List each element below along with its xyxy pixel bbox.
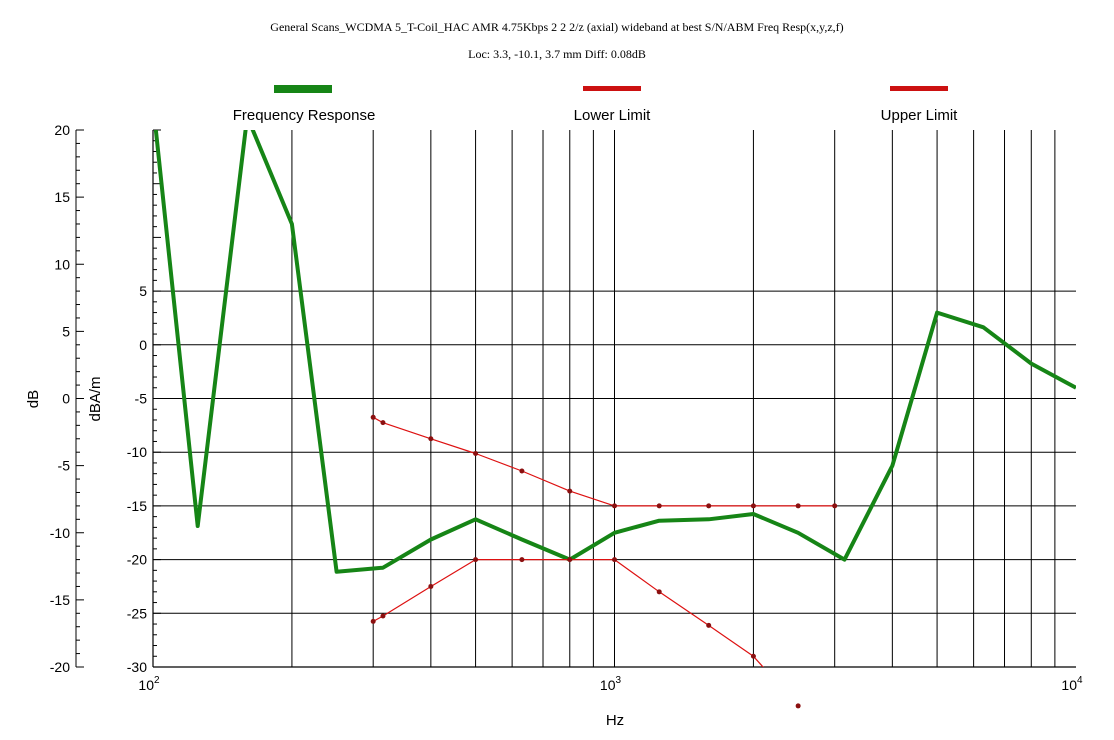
y-axis-right-title: dBA/m: [87, 376, 104, 421]
series-point: [612, 503, 617, 509]
series-point: [428, 436, 434, 442]
y-axis-left-tick-label: -20: [50, 659, 70, 675]
series-point: [612, 557, 617, 563]
x-tick-exponent: 3: [616, 675, 622, 686]
series-point: [706, 622, 712, 628]
x-tick-base: 10: [138, 677, 154, 693]
y-axis-left-tick-label: -15: [50, 592, 70, 608]
series-point: [519, 468, 525, 474]
x-tick-base: 10: [1061, 677, 1077, 693]
x-axis-tick-label: 102: [138, 675, 160, 693]
y-axis-right-tick-label: -30: [127, 659, 147, 675]
chart-subtitle: Loc: 3.3, -10.1, 3.7 mm Diff: 0.08dB: [468, 47, 646, 61]
y-axis-left-tick-label: 0: [62, 391, 70, 407]
series-line-frequency-response: [153, 130, 1076, 574]
series-point: [750, 653, 756, 659]
series-layer: [153, 130, 1076, 709]
x-tick-exponent: 2: [154, 675, 160, 686]
y-axis-left-tick-label: -5: [58, 458, 71, 474]
y-axis-right-tick-label: 5: [139, 283, 147, 299]
grid: [152, 130, 1076, 668]
series-point: [473, 451, 479, 457]
x-tick-base: 10: [600, 677, 616, 693]
series-point: [706, 503, 712, 509]
x-axis-tick-label: 104: [1061, 675, 1083, 693]
series-point: [380, 420, 386, 426]
series-line-upper-limit: [372, 416, 835, 507]
series-point: [567, 557, 573, 563]
series-point: [795, 503, 801, 509]
legend-label-upper-limit: Upper Limit: [881, 107, 959, 124]
series-point: [832, 503, 838, 509]
legend-swatch-frequency-response: [274, 85, 332, 93]
series-point: [656, 503, 662, 509]
y-axis-right-tick-label: -5: [135, 391, 148, 407]
y-axis-left-tick-label: -10: [50, 525, 70, 541]
series-point: [656, 589, 662, 595]
legend-label-lower-limit: Lower Limit: [574, 107, 652, 124]
axes: 20151050-5-10-15-2050-5-10-15-20-25-3010…: [50, 122, 1083, 693]
y-axis-right-tick-label: -20: [127, 552, 147, 568]
series-point: [567, 488, 573, 494]
series-line-lower-limit: [372, 558, 764, 667]
y-axis-left-title: dB: [25, 390, 42, 408]
y-axis-right-tick-label: -10: [127, 444, 147, 460]
y-axis-left-tick-label: 20: [54, 122, 70, 138]
x-axis-tick-label: 103: [600, 675, 622, 693]
legend-label-frequency-response: Frequency Response: [233, 107, 376, 124]
y-axis-left-tick-label: 5: [62, 323, 70, 339]
legend-swatch-lower-limit: [583, 86, 641, 91]
series-point: [519, 557, 525, 563]
y-axis-left-tick-label: 15: [54, 189, 70, 205]
y-axis-left-tick-label: 10: [54, 256, 70, 272]
y-axis-right-tick-label: 0: [139, 337, 147, 353]
chart-title: General Scans_WCDMA 5_T-Coil_HAC AMR 4.7…: [270, 20, 844, 34]
series-point: [428, 583, 434, 589]
series-point: [750, 503, 756, 509]
series-point: [473, 557, 479, 563]
y-axis-right-tick-label: -15: [127, 498, 147, 514]
legend-swatch-upper-limit: [890, 86, 948, 91]
series-point: [380, 613, 386, 619]
series-point: [370, 618, 376, 624]
x-axis-title: Hz: [606, 712, 624, 729]
x-tick-exponent: 4: [1077, 675, 1083, 686]
legend: Frequency Response Lower Limit Upper Lim…: [233, 85, 958, 124]
series-point: [795, 703, 801, 709]
y-axis-right-tick-label: -25: [127, 605, 147, 621]
series-point: [370, 414, 376, 420]
